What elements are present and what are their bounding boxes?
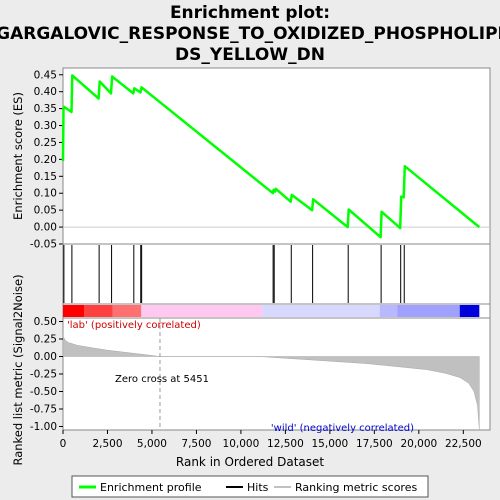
legend-label-hits: Hits bbox=[247, 481, 269, 494]
metric-tick-label: -1.00 bbox=[30, 421, 57, 433]
es-panel bbox=[62, 67, 491, 245]
chart-title: Enrichment plot: GARGALOVIC_RESPONSE_TO_… bbox=[0, 3, 500, 65]
rank-bar-segment bbox=[459, 305, 480, 317]
metric-tick-label: 0.25 bbox=[34, 334, 57, 346]
x-axis: 0 2,500 5,000 7,500 10,000 12,500 15,000 17,500… bbox=[60, 430, 482, 450]
x-tick-label: 15,000 bbox=[312, 438, 349, 450]
enrichment-profile bbox=[61, 74, 481, 239]
zero-cross-label: Zero cross at 5451 bbox=[115, 374, 209, 385]
es-axis: 0.45 0.40 0.35 0.30 0.25 0.20 0.15 0.10 0.05 0.00… bbox=[30, 69, 490, 251]
x-axis-label: Rank in Ordered Dataset bbox=[176, 455, 324, 469]
metric-area bbox=[62, 335, 480, 431]
rank-bar-segment bbox=[63, 305, 85, 317]
es-tick-label: 0.30 bbox=[34, 120, 57, 132]
x-tick-label: 2,500 bbox=[92, 438, 122, 450]
x-tick-label: 0 bbox=[60, 438, 67, 450]
x-tick-label: 17,500 bbox=[356, 438, 393, 450]
legend-label-enrichment-profile: Enrichment profile bbox=[100, 481, 202, 494]
es-tick-label: 0.35 bbox=[34, 103, 57, 115]
rank-bar-segment bbox=[379, 305, 398, 317]
rank-bar-segment bbox=[262, 305, 380, 317]
metric-tick-label: -0.25 bbox=[30, 369, 57, 381]
metric-tick-label: 0.50 bbox=[34, 316, 57, 328]
es-tick-label: 0.40 bbox=[34, 86, 57, 98]
x-tick-label: 7,500 bbox=[181, 438, 211, 450]
metric-panel bbox=[62, 317, 491, 431]
rank-color-bar bbox=[63, 305, 480, 317]
x-tick-label: 10,000 bbox=[223, 438, 260, 450]
es-tick-label: -0.05 bbox=[30, 239, 57, 251]
hits-panel bbox=[62, 243, 491, 305]
title-line-2: GARGALOVIC_RESPONSE_TO_OXIDIZED_PHOSPHOL… bbox=[0, 24, 500, 44]
rank-bar-segment bbox=[141, 305, 263, 317]
es-axis-label: Enrichment score (ES) bbox=[11, 92, 25, 220]
ranking-metric-scores bbox=[62, 318, 480, 431]
metric-tick-label: -0.75 bbox=[30, 404, 57, 416]
es-tick-label: 0.10 bbox=[34, 188, 57, 200]
rank-bar-segment bbox=[84, 305, 113, 317]
x-tick-label: 22,500 bbox=[445, 438, 482, 450]
legend-label-ranking-metric: Ranking metric scores bbox=[295, 481, 417, 494]
legend: Enrichment profile Hits Ranking metric s… bbox=[79, 481, 417, 494]
negative-correlation-label: 'wild' (negatively correlated) bbox=[271, 423, 414, 434]
rank-bar-segment bbox=[112, 305, 142, 317]
metric-axis-label: Ranked list metric (Signal2Noise) bbox=[11, 274, 25, 465]
title-line-1: Enrichment plot: bbox=[170, 3, 330, 23]
es-tick-label: 0.20 bbox=[34, 154, 57, 166]
x-tick-label: 12,500 bbox=[267, 438, 304, 450]
title-line-3: DS_YELLOW_DN bbox=[175, 45, 325, 65]
es-tick-label: 0.05 bbox=[34, 205, 57, 217]
legend-box bbox=[71, 475, 429, 498]
enrichment-profile-line bbox=[61, 74, 481, 239]
es-tick-label: 0.25 bbox=[34, 137, 57, 149]
positive-correlation-label: 'lab' (positively correlated) bbox=[67, 320, 201, 331]
x-tick-label: 20,000 bbox=[400, 438, 437, 450]
metric-axis: 0.50 0.25 0.00 -0.25 -0.50 -0.75 -1.00 bbox=[30, 316, 63, 433]
es-tick-label: 0.45 bbox=[34, 69, 57, 81]
hits bbox=[63, 245, 405, 303]
es-tick-label: 0.15 bbox=[34, 171, 57, 183]
rank-bar-segment bbox=[397, 305, 460, 317]
x-tick-label: 5,000 bbox=[137, 438, 167, 450]
metric-tick-label: -0.50 bbox=[30, 386, 57, 398]
metric-tick-label: 0.00 bbox=[34, 351, 57, 363]
es-tick-label: 0.00 bbox=[34, 222, 57, 234]
